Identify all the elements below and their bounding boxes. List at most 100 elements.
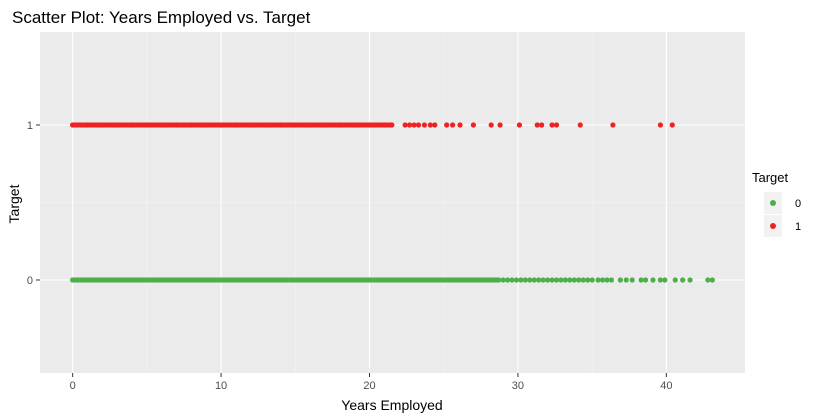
data-point: [509, 277, 515, 283]
data-point: [188, 277, 194, 283]
data-point: [608, 277, 615, 283]
data-point: [657, 122, 664, 128]
data-point: [455, 277, 462, 283]
legend-label: 1: [795, 221, 801, 233]
data-point: [70, 122, 76, 128]
plot-points: [70, 122, 715, 283]
data-point: [114, 122, 120, 128]
data-point: [396, 277, 402, 283]
data-point: [263, 277, 269, 283]
data-point: [292, 277, 298, 283]
data-point: [485, 277, 491, 283]
data-point: [421, 122, 428, 128]
data-point: [352, 277, 358, 283]
x-tick-label: 10: [215, 380, 227, 392]
data-point: [595, 277, 601, 283]
data-point: [638, 277, 644, 283]
data-point: [188, 122, 194, 128]
axes: 0 10 20 30 40 0 1: [27, 120, 673, 392]
data-point: [352, 122, 358, 128]
data-point: [672, 277, 678, 283]
data-point: [497, 122, 503, 128]
legend-title: Target: [752, 170, 789, 185]
legend-key-point: [770, 223, 776, 229]
legend-label: 0: [795, 198, 801, 210]
data-point: [488, 122, 494, 128]
data-point: [540, 277, 546, 283]
data-point: [589, 277, 595, 283]
data-point: [617, 277, 623, 283]
data-point: [657, 277, 664, 283]
data-point: [337, 122, 343, 128]
data-point: [577, 122, 583, 128]
data-point: [441, 277, 447, 283]
series-0-points: [70, 277, 715, 283]
data-point: [444, 122, 450, 128]
y-axis-title: Target: [6, 184, 22, 223]
data-point: [599, 277, 606, 283]
data-point: [642, 277, 649, 283]
x-axis-title: Years Employed: [341, 397, 442, 413]
data-point: [545, 277, 551, 283]
data-point: [604, 277, 610, 283]
data-point: [585, 277, 591, 283]
data-point: [248, 122, 254, 128]
data-point: [571, 277, 577, 283]
data-point: [99, 277, 105, 283]
data-point: [307, 122, 313, 128]
data-point: [432, 122, 438, 128]
data-point: [516, 122, 523, 128]
x-tick-label: 40: [660, 380, 672, 392]
data-point: [500, 277, 506, 283]
data-point: [629, 277, 635, 283]
data-point: [549, 122, 555, 128]
y-tick-label: 0: [27, 275, 33, 287]
data-point: [337, 277, 343, 283]
data-point: [610, 122, 616, 128]
data-point: [470, 277, 476, 283]
data-point: [159, 122, 165, 128]
data-point: [527, 277, 533, 283]
data-point: [662, 277, 668, 283]
data-point: [623, 277, 629, 283]
data-point: [411, 277, 417, 283]
data-point: [218, 277, 224, 283]
data-point: [567, 277, 573, 283]
data-point: [534, 122, 540, 128]
y-tick-label: 1: [27, 120, 33, 132]
data-point: [203, 122, 209, 128]
data-point: [496, 277, 502, 283]
data-point: [159, 277, 165, 283]
data-point: [173, 277, 180, 283]
data-point: [70, 277, 76, 283]
data-point: [650, 277, 656, 283]
data-point: [114, 277, 120, 283]
series-1-points: [70, 122, 675, 128]
data-point: [263, 122, 269, 128]
data-point: [389, 122, 395, 128]
data-point: [411, 122, 417, 128]
plot-panel: [40, 32, 745, 373]
data-point: [580, 277, 586, 283]
data-point: [233, 122, 239, 128]
data-point: [322, 277, 328, 283]
data-point: [705, 277, 711, 283]
data-point: [84, 277, 91, 283]
data-point: [366, 122, 373, 128]
data-point: [680, 277, 686, 283]
data-point: [402, 122, 408, 128]
data-point: [522, 277, 528, 283]
data-point: [233, 277, 239, 283]
legend: Target 0 1: [752, 170, 801, 237]
x-tick-label: 0: [70, 380, 76, 392]
data-point: [84, 122, 91, 128]
data-point: [277, 277, 284, 283]
data-point: [450, 122, 456, 128]
data-point: [536, 277, 542, 283]
data-point: [549, 277, 555, 283]
data-point: [427, 122, 433, 128]
data-point: [144, 122, 150, 128]
data-point: [539, 122, 545, 128]
